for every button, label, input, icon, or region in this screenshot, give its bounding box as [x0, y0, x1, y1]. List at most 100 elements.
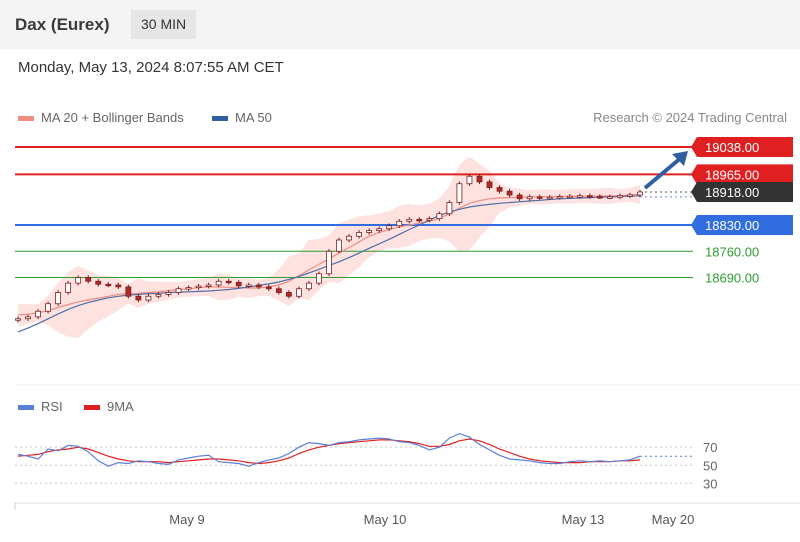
price-candle	[336, 239, 342, 252]
price-candle	[235, 281, 242, 287]
ma9-swatch	[84, 405, 100, 411]
price-candle	[155, 293, 162, 297]
price-candle	[245, 284, 252, 287]
rsi-tick-label: 70	[703, 440, 717, 455]
price-candle	[326, 250, 332, 275]
price-candle	[576, 195, 583, 198]
price-candle	[596, 196, 603, 199]
price-candle	[275, 288, 282, 293]
rsi-tick-label: 30	[703, 476, 717, 491]
price-candle	[285, 292, 292, 297]
x-tick-label: May 10	[364, 512, 407, 527]
price-candle	[205, 284, 212, 287]
price-candle	[15, 318, 21, 321]
price-candle	[466, 175, 473, 185]
price-candle	[627, 194, 633, 197]
price-candle	[195, 285, 202, 289]
ma20-swatch	[18, 116, 34, 122]
price-candle	[516, 194, 523, 200]
research-credit: Research © 2024 Trading Central	[593, 110, 787, 125]
price-candle	[546, 196, 553, 200]
forecast-arrow	[643, 155, 684, 190]
x-tick-label: May 20	[652, 512, 695, 527]
price-candle	[105, 283, 112, 287]
price-candle	[637, 191, 643, 196]
price-candle	[165, 292, 172, 295]
price-candle	[536, 196, 543, 199]
rsi-line	[17, 432, 641, 467]
price-candle	[566, 195, 573, 199]
price-candle	[456, 183, 463, 203]
price-candle	[386, 225, 393, 230]
x-tick-label: May 9	[169, 512, 204, 527]
legend-rsi: RSI	[18, 399, 63, 414]
price-candle	[406, 218, 413, 222]
timeframe-button[interactable]: 30 MIN	[131, 10, 197, 39]
price-candle	[316, 273, 322, 284]
level-label: 18918.00	[705, 185, 759, 200]
level-badge	[691, 182, 793, 202]
ma50-swatch	[212, 116, 228, 122]
price-candle	[145, 295, 152, 301]
legend-rsi-label: RSI	[41, 399, 63, 414]
price-candle	[115, 284, 122, 288]
price-candle	[55, 292, 62, 305]
instrument-title: Dax (Eurex)	[15, 15, 110, 34]
price-candle	[346, 235, 352, 241]
price-candle	[225, 280, 232, 284]
rsi-9ma-line	[17, 438, 641, 465]
price-candle	[476, 175, 483, 183]
level-label: 18760.00	[705, 244, 759, 259]
price-candle	[125, 286, 132, 297]
price-candle	[175, 288, 182, 293]
price-candle	[306, 282, 312, 290]
level-label: 18690.00	[705, 271, 759, 286]
legend-ma20-label: MA 20 + Bollinger Bands	[41, 110, 184, 125]
price-candle	[436, 213, 443, 220]
price-candle	[135, 295, 142, 301]
price-candle	[426, 218, 433, 221]
price-candle	[556, 196, 563, 199]
price-candle	[607, 196, 613, 199]
price-candle	[617, 195, 623, 198]
price-candle	[85, 277, 92, 282]
bollinger-band	[18, 156, 640, 338]
price-candle	[526, 196, 533, 200]
legend-ma50-label: MA 50	[235, 110, 272, 125]
price-candle	[496, 187, 503, 192]
price-candle	[65, 282, 72, 293]
rsi-swatch	[18, 405, 34, 411]
price-candle	[185, 287, 192, 290]
forecast-arrow-head	[672, 151, 688, 166]
price-candle	[75, 277, 82, 284]
price-candle	[45, 303, 51, 312]
legend-9ma-label: 9MA	[107, 399, 134, 414]
legend-9ma: 9MA	[84, 399, 134, 414]
chart-datetime: Monday, May 13, 2024 8:07:55 AM CET	[18, 59, 284, 76]
level-label: 18965.00	[705, 167, 759, 182]
price-candle	[506, 190, 513, 196]
price-candle	[296, 288, 302, 297]
price-candle	[416, 218, 423, 222]
level-badge	[691, 137, 793, 157]
price-candle	[486, 181, 493, 188]
price-candle	[446, 202, 453, 215]
price-candle	[356, 232, 362, 237]
price-candle	[366, 230, 373, 233]
rsi-tick-label: 50	[703, 458, 717, 473]
x-tick-label: May 13	[562, 512, 605, 527]
price-candle	[25, 316, 31, 320]
price-candle	[255, 284, 262, 288]
price-candle	[95, 280, 102, 285]
price-candle	[265, 286, 272, 290]
level-label: 18830.00	[705, 218, 759, 233]
price-candle	[35, 310, 41, 318]
price-candle	[586, 195, 593, 198]
price-candle	[396, 220, 403, 227]
level-badge	[691, 164, 793, 185]
price-candle	[376, 228, 383, 232]
legend-ma20: MA 20 + Bollinger Bands	[18, 110, 184, 125]
legend-ma50: MA 50	[212, 110, 272, 125]
price-candle	[215, 280, 222, 286]
